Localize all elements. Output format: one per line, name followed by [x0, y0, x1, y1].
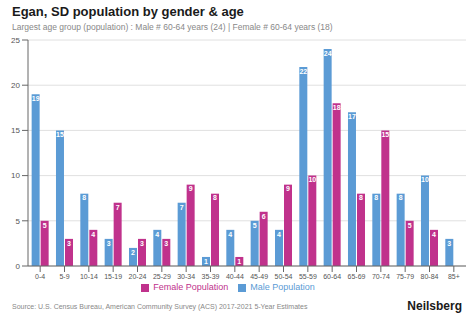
svg-text:4: 4 [91, 231, 95, 238]
svg-text:85+: 85+ [448, 273, 460, 280]
svg-text:8: 8 [359, 194, 363, 201]
svg-text:7: 7 [180, 204, 184, 211]
svg-text:1: 1 [237, 258, 241, 265]
svg-text:7: 7 [116, 204, 120, 211]
svg-text:5: 5 [253, 222, 257, 229]
svg-text:50-54: 50-54 [275, 273, 293, 280]
svg-text:22: 22 [299, 68, 307, 75]
svg-text:6: 6 [262, 213, 266, 220]
svg-text:70-74: 70-74 [372, 273, 390, 280]
svg-text:60-64: 60-64 [323, 273, 341, 280]
svg-text:3: 3 [107, 240, 111, 247]
svg-text:10: 10 [11, 171, 20, 180]
svg-text:9: 9 [189, 185, 193, 192]
svg-text:3: 3 [140, 240, 144, 247]
svg-text:75-79: 75-79 [396, 273, 414, 280]
svg-text:8: 8 [213, 194, 217, 201]
svg-text:3: 3 [447, 240, 451, 247]
svg-text:80-84: 80-84 [421, 273, 439, 280]
svg-text:5: 5 [408, 222, 412, 229]
svg-text:35-39: 35-39 [202, 273, 220, 280]
svg-text:3: 3 [164, 240, 168, 247]
svg-text:15: 15 [56, 131, 64, 138]
html-text:Largest age group (population): Largest age group (population) : Male # … [12, 22, 333, 32]
svg-text:4: 4 [155, 231, 159, 238]
svg-text:5-9: 5-9 [59, 273, 69, 280]
svg-text:4: 4 [277, 231, 281, 238]
svg-text:5: 5 [16, 217, 21, 226]
html-text:Neilsberg: Neilsberg [407, 299, 462, 313]
svg-text:15: 15 [381, 131, 389, 138]
svg-text:2: 2 [131, 249, 135, 256]
svg-text:8: 8 [399, 194, 403, 201]
svg-text:10: 10 [421, 176, 429, 183]
svg-text:30-34: 30-34 [177, 273, 195, 280]
svg-text:25: 25 [11, 36, 20, 45]
svg-text:1: 1 [204, 258, 208, 265]
svg-text:8: 8 [374, 194, 378, 201]
svg-text:18: 18 [333, 104, 341, 111]
svg-text:65-69: 65-69 [348, 273, 366, 280]
svg-text:10: 10 [308, 176, 316, 183]
svg-text:5: 5 [43, 222, 47, 229]
svg-text:0-4: 0-4 [35, 273, 45, 280]
svg-text:0: 0 [16, 262, 21, 271]
svg-text:20-24: 20-24 [129, 273, 147, 280]
html-text:Egan, SD population by gender: Egan, SD population by gender & age [12, 4, 244, 19]
svg-text:9: 9 [286, 185, 290, 192]
svg-text:40-44: 40-44 [226, 273, 244, 280]
svg-text:25-29: 25-29 [153, 273, 171, 280]
svg-text:4: 4 [432, 231, 436, 238]
svg-text:3: 3 [67, 240, 71, 247]
svg-text:55-59: 55-59 [299, 273, 317, 280]
svg-text:17: 17 [348, 113, 356, 120]
svg-text:45-49: 45-49 [250, 273, 268, 280]
svg-text:8: 8 [82, 194, 86, 201]
html-text:Male Population: Male Population [250, 282, 315, 292]
svg-text:20: 20 [11, 81, 20, 90]
svg-text:19: 19 [32, 95, 40, 102]
svg-text:15: 15 [11, 126, 20, 135]
html-text:Female Population: Female Population [153, 282, 229, 292]
svg-text:10-14: 10-14 [80, 273, 98, 280]
html-text:Source: U.S. Census Bureau, Am: Source: U.S. Census Bureau, American Com… [12, 303, 308, 310]
svg-text:4: 4 [228, 231, 232, 238]
svg-text:15-19: 15-19 [104, 273, 122, 280]
svg-text:24: 24 [324, 50, 332, 57]
